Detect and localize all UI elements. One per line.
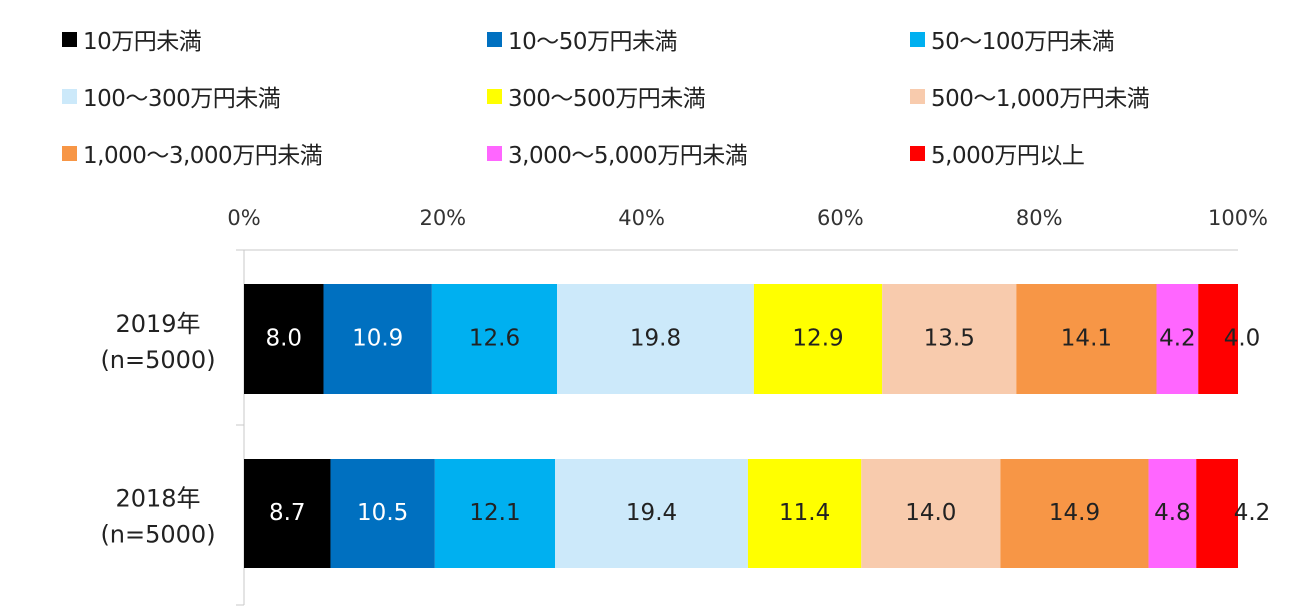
bar-segment [1196,459,1238,568]
value-label: 11.4 [779,500,830,526]
bar-segment [434,459,556,568]
legend-label: 100～300万円未満 [83,86,281,112]
legend-label: 300～500万円未満 [508,86,706,112]
value-label: 14.1 [1061,326,1112,352]
bar-segment [861,459,1001,568]
bar-segment [1016,284,1157,394]
bar-segment [1148,459,1197,568]
legend-item: 50～100万円未満 [910,24,1115,55]
category-label: (n=5000) [100,521,215,549]
value-label: 12.1 [469,500,520,526]
legend-item: 10万円未満 [62,24,202,55]
legend-item: 5,000万円以上 [910,138,1085,169]
bar-segment [747,459,862,568]
bar-segment [557,284,754,394]
bar-segment [431,284,558,394]
value-label: 4.8 [1154,500,1191,526]
legend-swatch [62,88,77,104]
legend-swatch [910,145,925,161]
legend-label: 10万円未満 [83,29,202,55]
value-label: 8.0 [265,326,302,352]
value-label: 12.9 [792,326,843,352]
bar-segment [330,459,435,568]
legend-label: 3,000～5,000万円未満 [508,143,748,169]
category-label: 2019年 [115,310,200,338]
legend-swatch [910,88,925,104]
x-tick-label: 80% [1016,206,1063,230]
value-label: 12.6 [469,326,520,352]
bar-segment [1198,284,1238,394]
bar-segment [244,284,324,394]
x-tick-label: 20% [419,206,466,230]
chart-legend: 10万円未満 10～50万円未満 50～100万円未満 100～300万円未満 300～… [0,0,1315,185]
legend-label: 5,000万円以上 [931,143,1085,169]
value-label: 10.9 [352,326,403,352]
x-tick-label: 100% [1208,206,1268,230]
legend-item: 10～50万円未満 [487,24,678,55]
legend-swatch [487,31,502,47]
value-label: 14.0 [905,500,956,526]
value-label: 4.2 [1159,326,1196,352]
bar-segment [555,459,748,568]
x-tick-label: 60% [817,206,864,230]
bar-segment [1156,284,1199,394]
category-label: 2018年 [115,485,200,513]
value-label: 4.0 [1224,326,1261,352]
legend-item: 100～300万円未満 [62,81,281,112]
value-label: 14.9 [1049,500,1100,526]
legend-label: 50～100万円未満 [931,29,1115,55]
legend-swatch [487,88,502,104]
legend-item: 1,000～3,000万円未満 [62,138,323,169]
legend-label: 1,000～3,000万円未満 [83,143,323,169]
bar-segment [1000,459,1149,568]
bar-segment [244,459,331,568]
value-label: 19.8 [630,326,681,352]
legend-swatch [62,31,77,47]
x-tick-label: 0% [227,206,260,230]
value-label: 13.5 [924,326,975,352]
value-label: 8.7 [269,500,306,526]
legend-item: 300～500万円未満 [487,81,706,112]
legend-label: 10～50万円未満 [508,29,678,55]
legend-swatch [487,145,502,161]
x-tick-label: 40% [618,206,665,230]
category-label: (n=5000) [100,346,215,374]
legend-item: 500～1,000万円未満 [910,81,1150,112]
value-label: 19.4 [626,500,677,526]
bar-segment [882,284,1017,394]
legend-swatch [62,145,77,161]
bar-segment [753,284,883,394]
value-label: 10.5 [357,500,408,526]
value-label: 4.2 [1234,500,1271,526]
legend-item: 3,000～5,000万円未満 [487,138,748,169]
bar-segment [323,284,432,394]
legend-label: 500～1,000万円未満 [931,86,1150,112]
legend-swatch [910,31,925,47]
